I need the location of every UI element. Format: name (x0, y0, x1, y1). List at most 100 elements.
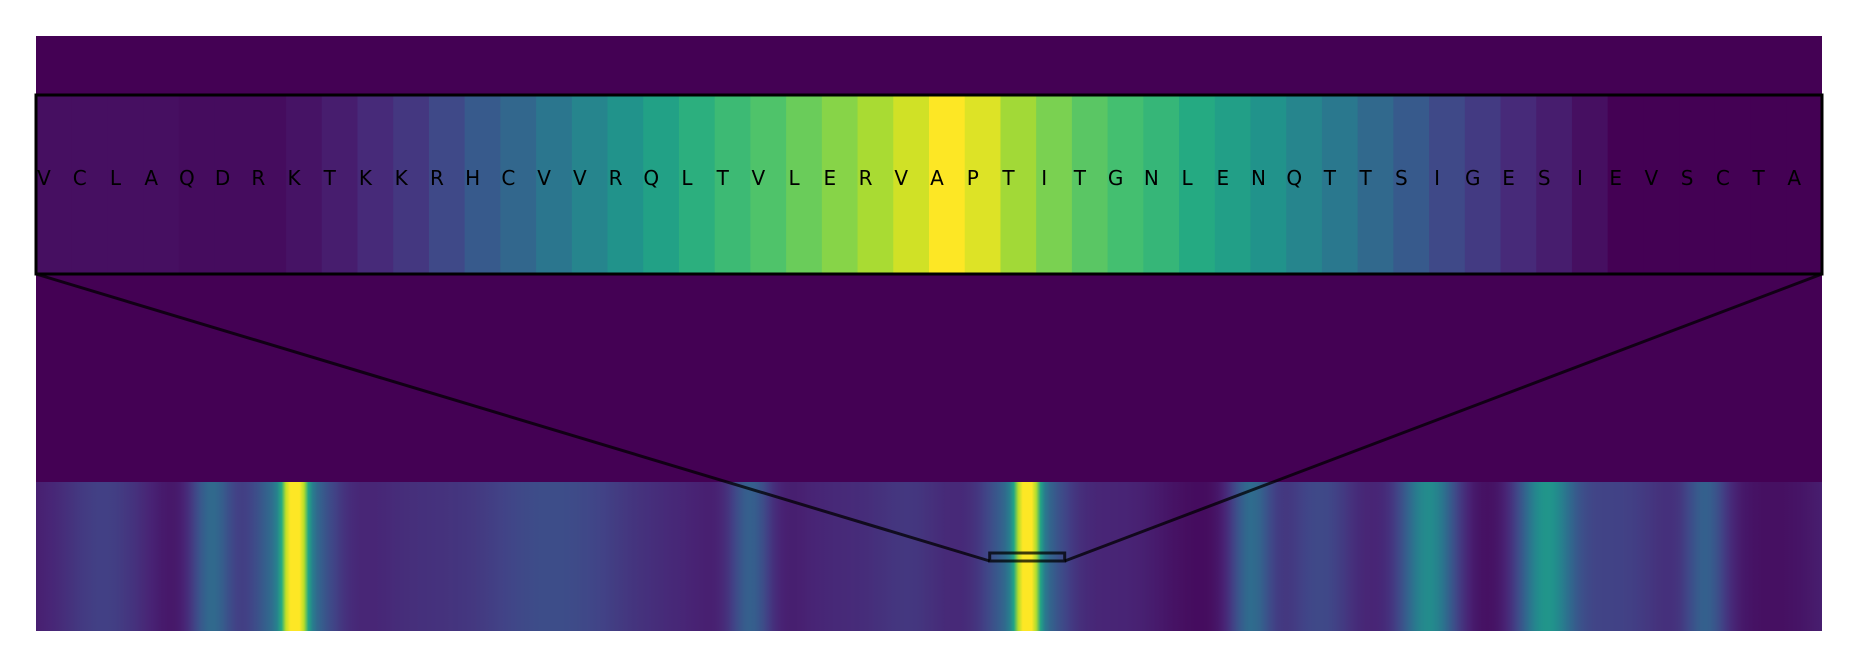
zoom-cell (428, 95, 466, 274)
residue-label: R (430, 166, 444, 190)
residue-label: G (1465, 166, 1481, 190)
zoom-cell (893, 95, 930, 274)
residue-label: T (1323, 166, 1337, 190)
zoom-cell (1750, 95, 1787, 274)
residue-label: T (1001, 166, 1015, 190)
residue-label: A (144, 166, 158, 190)
zoom-connector-left (35, 272, 991, 563)
zoom-cell (857, 95, 894, 274)
residue-label: I (1434, 166, 1440, 190)
residue-label: R (859, 166, 873, 190)
zoom-cell (571, 95, 609, 274)
residue-label: N (1251, 166, 1266, 190)
zoom-cell (1429, 95, 1466, 274)
residue-label: T (716, 166, 730, 190)
residue-label: V (1645, 166, 1659, 190)
zoom-window-cells (36, 95, 1823, 274)
zoom-cell (714, 95, 751, 274)
residue-label: R (609, 166, 623, 190)
zoom-cell (214, 95, 251, 274)
residue-label: S (1681, 166, 1694, 190)
zoom-cell (607, 95, 644, 274)
residue-label: L (681, 166, 693, 190)
zoom-cell (107, 95, 144, 274)
zoom-cell (1214, 95, 1252, 274)
residue-label: A (1787, 166, 1801, 190)
residue-label: C (1716, 166, 1730, 190)
residue-label: Q (643, 166, 659, 190)
zoom-cell (393, 95, 430, 274)
zoom-cell (321, 95, 359, 274)
zoom-cell (1607, 95, 1644, 274)
residue-label: L (789, 166, 801, 190)
residue-label: T (1751, 166, 1765, 190)
residue-label: N (1144, 166, 1159, 190)
residue-label: E (1216, 166, 1229, 190)
zoom-cell (1071, 95, 1109, 274)
residue-label: T (1359, 166, 1373, 190)
residue-label: V (752, 166, 766, 190)
zoom-connector-right (1064, 272, 1823, 563)
zoom-cell (1321, 95, 1359, 274)
residue-label: A (930, 166, 944, 190)
residue-label: C (73, 166, 87, 190)
zoom-cell (678, 95, 716, 274)
residue-label: K (395, 166, 409, 190)
zoom-cell (786, 95, 823, 274)
zoom-cell (1000, 95, 1037, 274)
zoom-cell (1464, 95, 1502, 274)
zoom-cell (1679, 95, 1716, 274)
residue-label: E (824, 166, 837, 190)
residue-label: K (287, 166, 301, 190)
zoom-cell (750, 95, 787, 274)
residue-label: C (501, 166, 515, 190)
residue-label: E (1502, 166, 1515, 190)
zoom-cell (1536, 95, 1573, 274)
zoom-cell (71, 95, 109, 274)
residue-label: V (37, 166, 51, 190)
zoom-cell (286, 95, 323, 274)
zoom-cell (1036, 95, 1073, 274)
residue-label: L (1181, 166, 1193, 190)
residue-label: H (465, 166, 480, 190)
zoom-cell (464, 95, 501, 274)
zoom-cell (1286, 95, 1323, 274)
residue-label: T (1073, 166, 1087, 190)
zoom-cell (500, 95, 537, 274)
residue-label: I (1041, 166, 1047, 190)
zoom-cell (1643, 95, 1680, 274)
zoom-cell (536, 95, 573, 274)
zoom-cell (1357, 95, 1394, 274)
zoom-cell (1143, 95, 1180, 274)
residue-label: S (1395, 166, 1408, 190)
residue-label: K (359, 166, 373, 190)
zoom-cell (1393, 95, 1430, 274)
zoom-cell (821, 95, 859, 274)
zoom-cell (1786, 95, 1823, 274)
full-sequence-track (36, 482, 1822, 631)
residue-label: E (1609, 166, 1622, 190)
zoom-cell (1250, 95, 1287, 274)
residue-label: G (1108, 166, 1124, 190)
residue-label: V (573, 166, 587, 190)
zoom-cell (178, 95, 216, 274)
zoom-cell (250, 95, 287, 274)
residue-label: T (323, 166, 337, 190)
zoom-cell (1500, 95, 1537, 274)
residue-label: S (1538, 166, 1551, 190)
zoom-cell (143, 95, 180, 274)
zoom-cell (964, 95, 1002, 274)
zoom-source-highlight (988, 551, 1067, 563)
residue-label: D (215, 166, 230, 190)
zoom-cell (36, 95, 73, 274)
zoom-window-frame (34, 93, 1824, 276)
zoom-cell (929, 95, 966, 274)
residue-label: P (967, 166, 979, 190)
zoom-cell (1571, 95, 1609, 274)
residue-label: Q (179, 166, 195, 190)
residue-label: L (110, 166, 122, 190)
residue-label: Q (1286, 166, 1302, 190)
zoom-cell (1714, 95, 1752, 274)
